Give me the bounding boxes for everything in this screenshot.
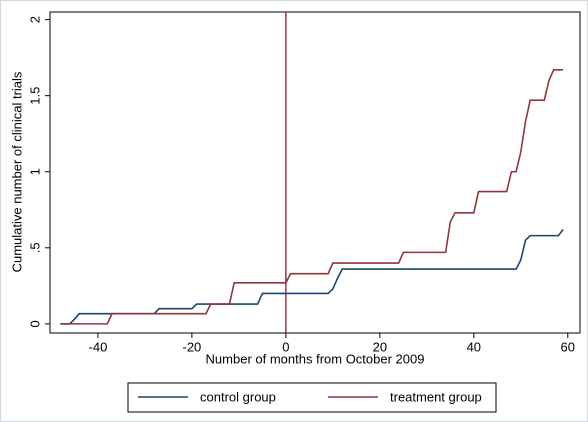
- x-tick-label: 40: [467, 339, 481, 354]
- x-tick-label: 20: [373, 339, 387, 354]
- x-axis-label: Number of months from October 2009: [206, 351, 425, 366]
- y-tick-label: .5: [27, 242, 42, 253]
- x-tick-label: -40: [89, 339, 108, 354]
- legend-label: treatment group: [390, 389, 482, 404]
- x-tick-label: 60: [561, 339, 575, 354]
- legend-label: control group: [200, 389, 276, 404]
- series-line: [60, 229, 564, 325]
- y-axis-label: Cumulative number of clinical trials: [9, 71, 24, 272]
- series-line: [60, 69, 564, 325]
- y-tick-label: 2: [27, 16, 42, 23]
- legend: [127, 382, 497, 413]
- x-tick-label: 0: [282, 339, 289, 354]
- x-tick-label: -20: [182, 339, 201, 354]
- y-tick-label: 1.5: [27, 87, 42, 105]
- y-tick-label: 0: [27, 320, 42, 327]
- y-tick-label: 1: [27, 168, 42, 175]
- plot-area: [49, 11, 581, 334]
